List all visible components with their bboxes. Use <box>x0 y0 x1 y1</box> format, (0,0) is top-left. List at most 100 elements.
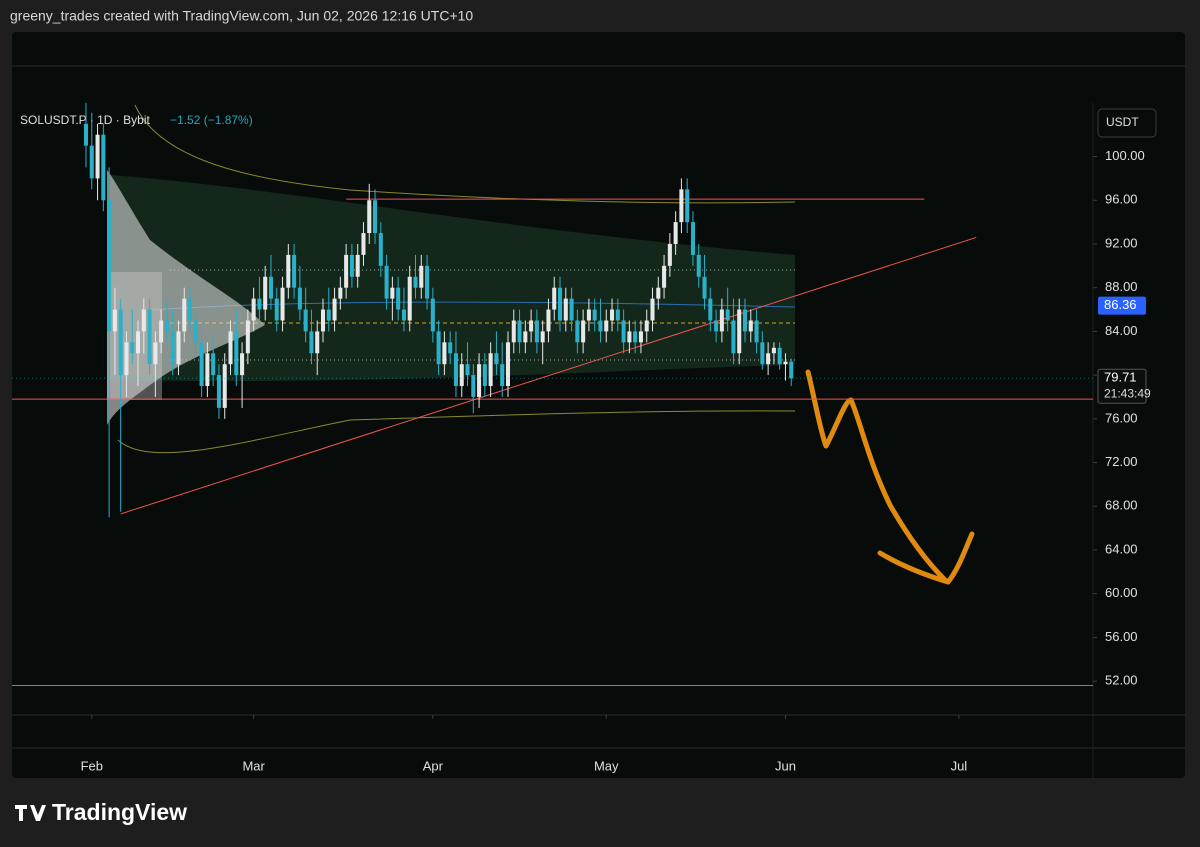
candle-body <box>193 320 198 343</box>
candle-body <box>361 233 366 255</box>
candle-body <box>303 309 308 332</box>
candle-body <box>430 298 435 332</box>
candle-body <box>159 320 164 343</box>
candle-body <box>621 320 626 343</box>
candle-body <box>610 309 615 321</box>
candle-body <box>251 298 256 321</box>
candle-body <box>188 298 193 321</box>
candle-body <box>413 276 418 288</box>
candle-body <box>176 331 181 365</box>
candle-body <box>644 320 649 332</box>
candle-body <box>604 320 609 332</box>
currency-label: USDT <box>1106 115 1139 129</box>
candle-body <box>777 347 782 365</box>
candle-body <box>147 309 152 365</box>
candle-body <box>332 298 337 321</box>
candle-body <box>685 189 690 223</box>
candle-body <box>754 320 759 343</box>
y-tick-label: 64.00 <box>1105 541 1138 556</box>
candle-body <box>367 200 372 234</box>
candle-body <box>783 361 788 365</box>
candle-body <box>482 364 487 387</box>
trendline <box>120 236 977 515</box>
symbol-title: SOLUSDT.P · 1D · Bybit <box>20 113 150 127</box>
x-tick-label: Jun <box>775 758 796 773</box>
candle-body <box>101 134 106 201</box>
candle-body <box>124 342 129 376</box>
x-tick-label: Feb <box>81 758 103 773</box>
candle-body <box>500 364 505 387</box>
x-tick-label: May <box>594 758 619 773</box>
candle-body <box>760 342 765 365</box>
candle-body <box>453 353 458 387</box>
last-price-box <box>1097 368 1147 404</box>
candle-body <box>384 265 389 299</box>
candle-body <box>199 342 204 387</box>
hand-drawn-arrow <box>805 369 975 585</box>
currency-button[interactable] <box>1097 108 1157 138</box>
candle-body <box>569 298 574 321</box>
candle-body <box>529 320 534 332</box>
x-tick-label: Mar <box>242 758 265 773</box>
candle-body <box>263 276 268 310</box>
candle-body <box>309 331 314 354</box>
y-tick-label: 52.00 <box>1105 673 1138 688</box>
candle-body <box>459 364 464 387</box>
candle-body <box>280 287 285 321</box>
upper-band <box>134 104 796 204</box>
candle-body <box>292 254 297 288</box>
candle-body <box>378 233 383 266</box>
logo-icon <box>15 805 46 821</box>
candle-body <box>581 320 586 343</box>
y-tick-label: 72.00 <box>1105 454 1138 469</box>
candle-body <box>240 353 245 376</box>
price-change: −1.52 (−1.87%) <box>170 113 253 127</box>
candle-body <box>130 342 135 354</box>
candle-body <box>523 331 528 343</box>
candle-body <box>107 200 112 332</box>
candle-body <box>338 287 343 299</box>
candle-body <box>505 342 511 387</box>
candle-body <box>615 309 620 321</box>
candle-body <box>638 331 643 343</box>
y-tick-label: 88.00 <box>1105 279 1138 294</box>
candle-body <box>401 309 406 321</box>
candle-body <box>141 309 146 332</box>
candle-body <box>586 309 591 321</box>
candle-body <box>315 331 320 354</box>
candle-body <box>442 342 447 365</box>
candle-body <box>488 353 493 387</box>
y-tick-label: 60.00 <box>1105 585 1138 600</box>
candle-body <box>320 309 326 332</box>
candle-body <box>234 331 239 376</box>
candle-body <box>216 375 221 408</box>
candle-body <box>257 298 262 310</box>
candle-body <box>170 331 175 365</box>
chart-panel <box>12 32 1185 778</box>
price-marker-label: 86.36 <box>1104 297 1137 312</box>
candle-body <box>673 222 678 244</box>
candle-body <box>396 287 401 310</box>
candle-body <box>274 298 279 321</box>
candle-body <box>552 287 557 310</box>
candle-body <box>679 189 684 223</box>
candle-body <box>511 320 516 343</box>
candle-body <box>696 254 701 277</box>
candle-body <box>286 254 291 288</box>
candle-body <box>268 276 274 299</box>
candle-body <box>575 320 580 343</box>
lower-band <box>117 410 796 454</box>
candle-body <box>546 309 551 332</box>
candle-body <box>592 309 597 321</box>
candle-body <box>83 123 89 146</box>
candle-body <box>95 134 100 179</box>
candle-body <box>494 353 499 365</box>
candle-body <box>737 309 742 354</box>
candle-body <box>153 342 158 365</box>
candle-body <box>742 309 748 332</box>
candle-body <box>89 145 94 179</box>
candle-body <box>714 320 719 332</box>
y-tick-label: 92.00 <box>1105 235 1138 250</box>
candle-body <box>465 364 470 376</box>
